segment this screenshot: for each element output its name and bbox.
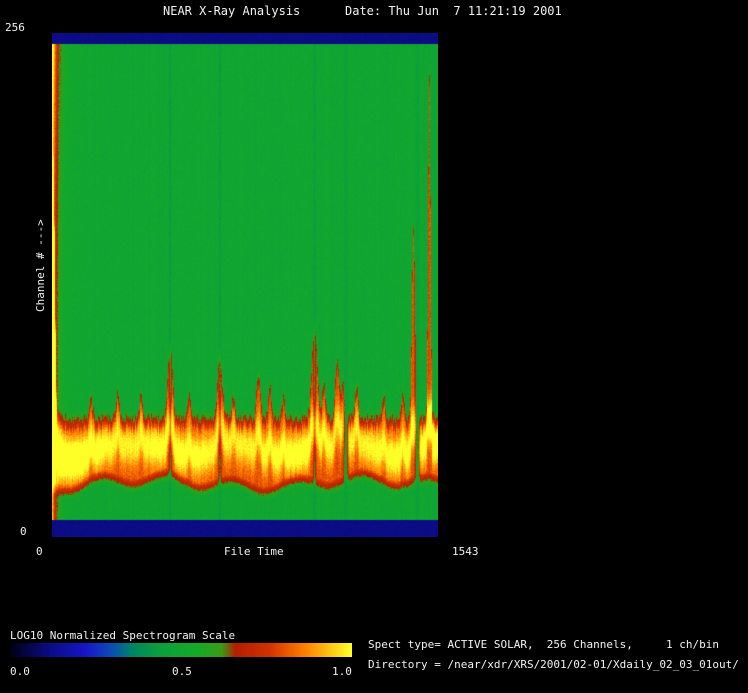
page-title: NEAR X-Ray Analysis bbox=[163, 4, 301, 18]
y-axis-max-tick: 256 bbox=[5, 21, 25, 34]
spectrogram-heatmap bbox=[52, 33, 438, 537]
colorbar-tick-max: 1.0 bbox=[332, 665, 352, 678]
y-axis-label: Channel # ---> bbox=[34, 219, 47, 312]
date-label: Date: Thu Jun 7 11:21:19 2001 bbox=[345, 4, 562, 18]
x-axis-min-tick: 0 bbox=[36, 545, 43, 558]
colorbar-tick-min: 0.0 bbox=[10, 665, 30, 678]
directory-info: Directory = /near/xdr/XRS/2001/02-01/Xda… bbox=[368, 658, 739, 671]
x-axis-max-tick: 1543 bbox=[452, 545, 479, 558]
colorbar-gradient bbox=[10, 643, 352, 657]
colorbar-label: LOG10 Normalized Spectrogram Scale bbox=[10, 629, 236, 642]
colorbar-tick-mid: 0.5 bbox=[172, 665, 192, 678]
x-axis-label: File Time bbox=[224, 545, 284, 558]
y-axis-min-tick: 0 bbox=[20, 525, 27, 538]
spect-type-info: Spect type= ACTIVE SOLAR, 256 Channels, … bbox=[368, 638, 719, 651]
